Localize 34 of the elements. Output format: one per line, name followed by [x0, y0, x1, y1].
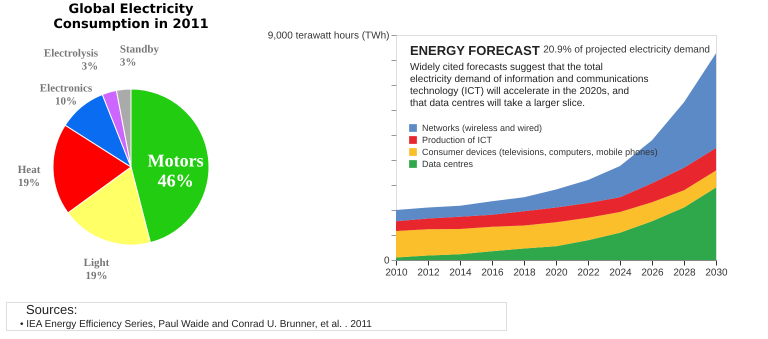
data-label: 19% — [18, 177, 40, 190]
text: ENERGY FORECAST — [410, 43, 540, 58]
y-tick-label: 0 — [384, 256, 390, 266]
annotation: 20.9% of projected electricity demand — [543, 44, 710, 56]
x-tick-label: 2028 — [673, 268, 696, 278]
x-tick-label: 2018 — [513, 268, 536, 278]
data-label: 3% — [120, 56, 136, 69]
x-tick-label: 2022 — [577, 268, 600, 278]
data-label: 19% — [85, 270, 108, 282]
slice-label: Heat — [18, 164, 41, 176]
data-label: 10% — [54, 95, 77, 108]
slice-label: Motors — [148, 150, 204, 170]
legend-label: Production of ICT — [422, 135, 493, 145]
legend-label: Networks (wireless and wired) — [422, 123, 542, 133]
data-label: 46% — [158, 170, 194, 190]
x-tick-label: 2030 — [705, 268, 728, 278]
x-tick-label: 2014 — [449, 268, 472, 278]
text: • IEA Energy Efficiency Series, Paul Waide and Conrad U. Brunner, et al. . 2011 — [20, 319, 372, 330]
slice-label: Light — [84, 256, 110, 269]
data-label: 3% — [82, 60, 98, 73]
chart-title: Global Electricity Consumption in 2011 — [53, 2, 209, 32]
x-tick-label: 2020 — [545, 268, 568, 278]
slice-label: Electrolysis — [44, 48, 99, 60]
x-tick-label: 2024 — [609, 268, 632, 278]
x-tick-label: 2012 — [417, 268, 440, 278]
source-note: Sources: — [26, 302, 78, 317]
text: Widely cited forecasts suggest that the total electricity demand of information and communications technology (ICT) will accelerate in the 2020s, and that data centres will take a larger slice. — [410, 62, 648, 109]
x-tick-label: 2026 — [641, 268, 664, 278]
slice-label: Standby — [120, 44, 160, 56]
x-tick-label: 2016 — [481, 268, 504, 278]
y-tick-label: 9,000 terawatt hours (TWh) — [268, 30, 390, 42]
legend-label: Data centres — [422, 159, 474, 169]
slice-label: Electronics — [40, 82, 93, 94]
x-tick-label: 2010 — [385, 268, 408, 278]
